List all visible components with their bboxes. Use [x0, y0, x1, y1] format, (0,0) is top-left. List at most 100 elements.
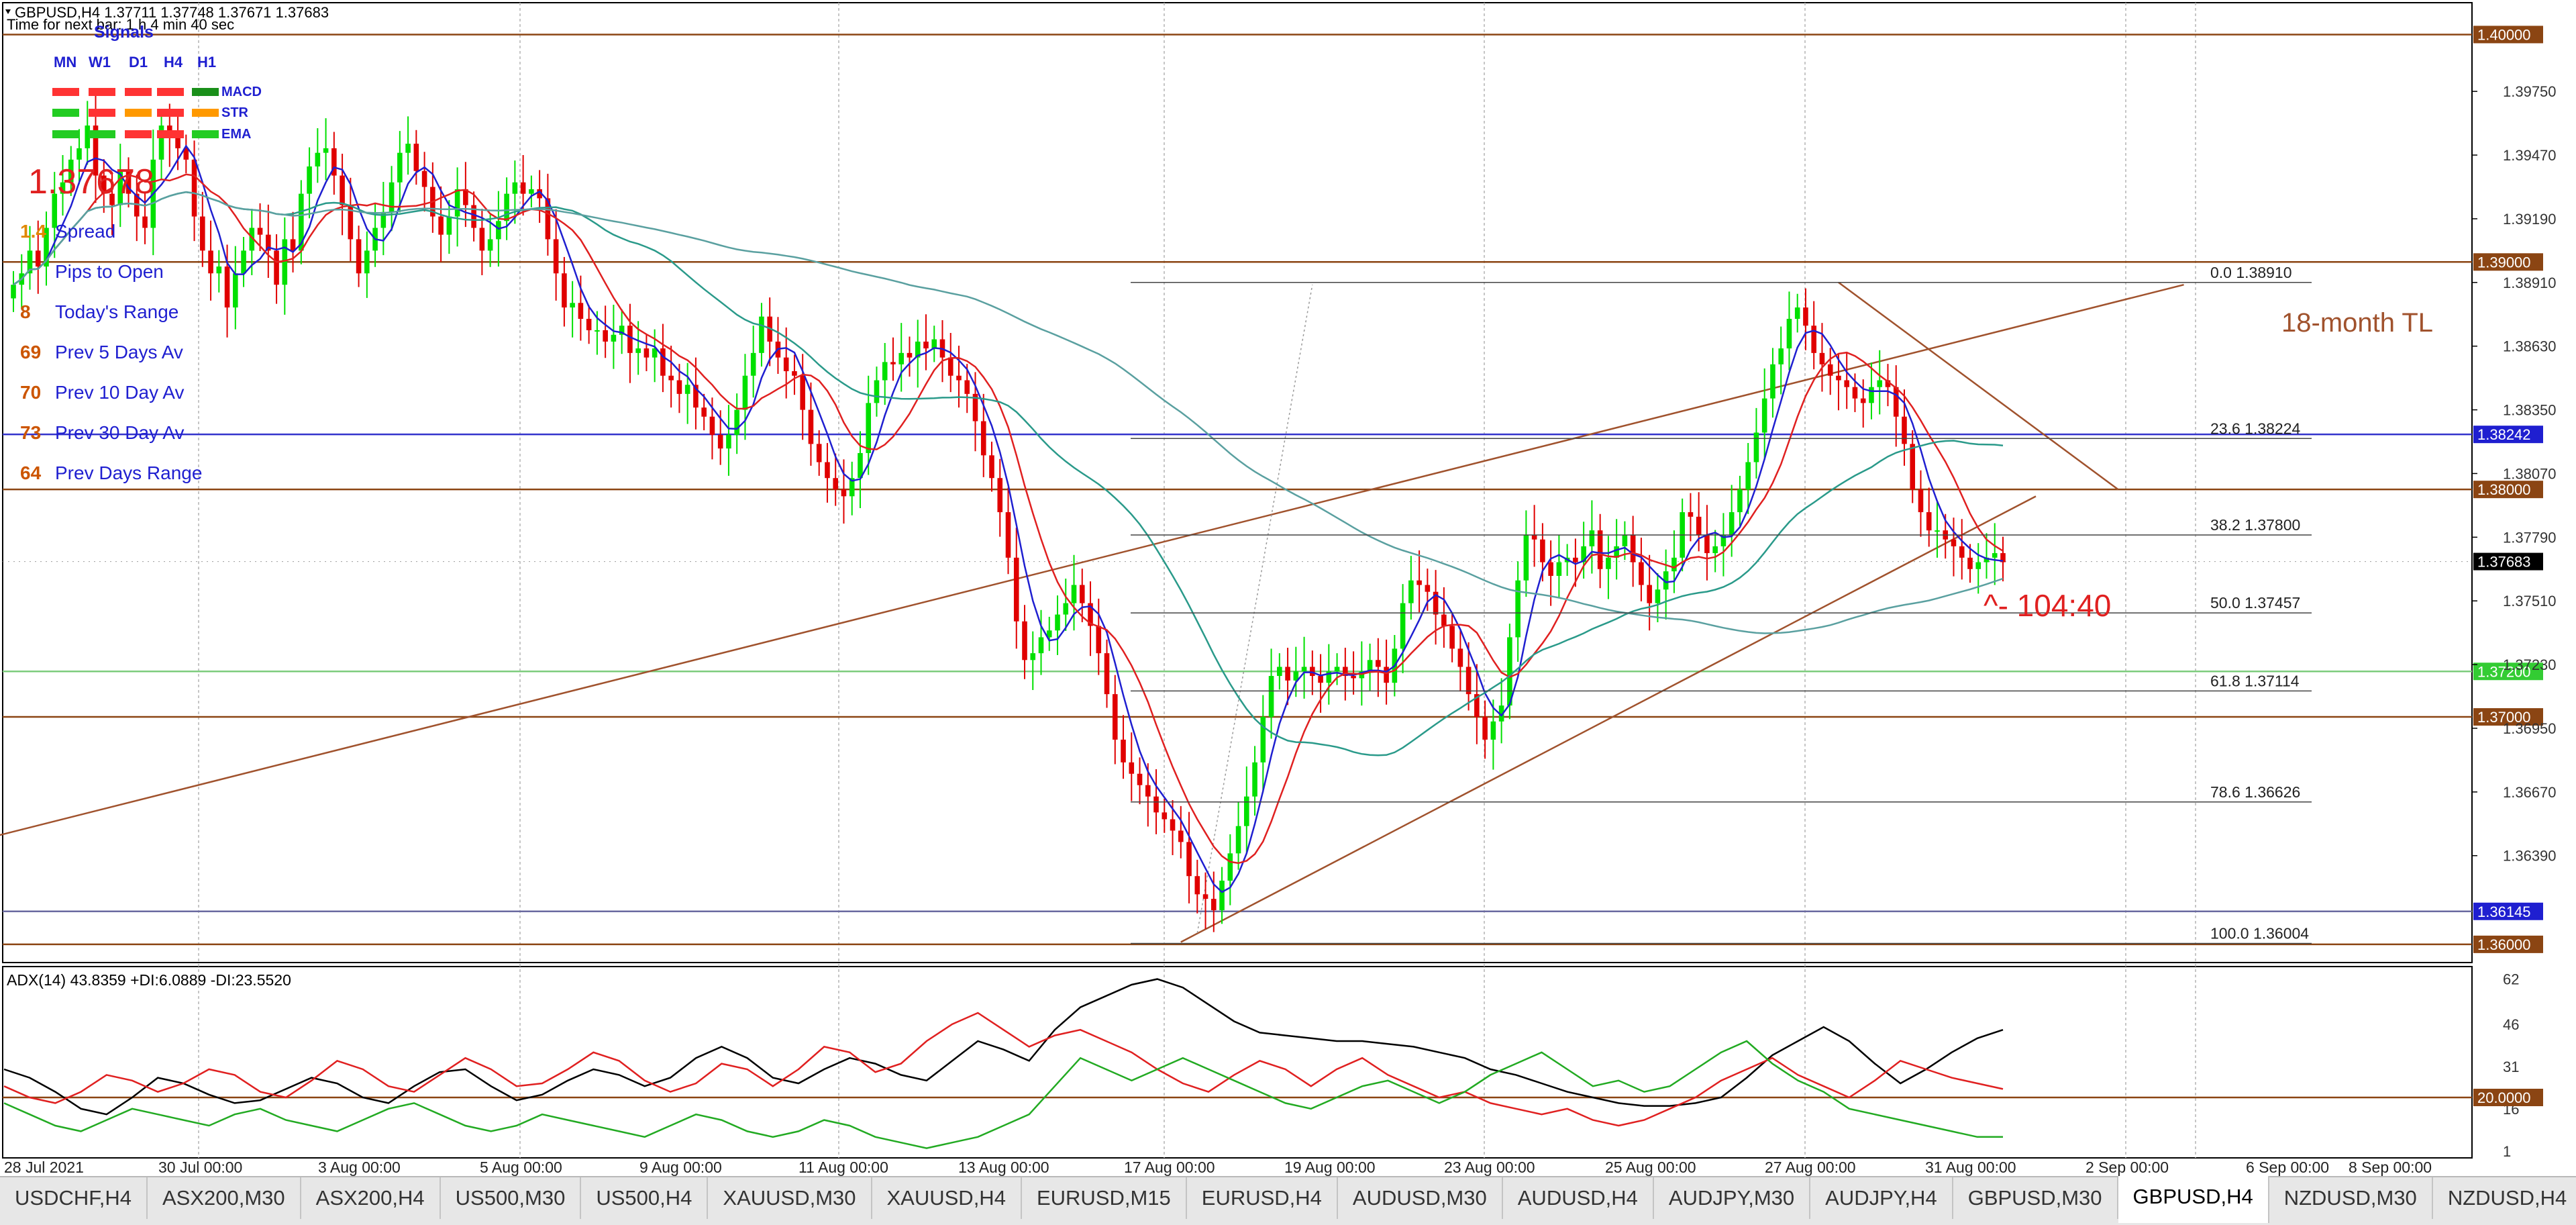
candle-body [2000, 553, 2006, 562]
candle-body [693, 385, 699, 408]
info-label: Spread [55, 221, 115, 242]
fib-level-label: 23.6 1.38224 [2210, 420, 2301, 437]
moving-average-line [13, 173, 2004, 865]
tab-audusd-h4[interactable]: AUDUSD,H4 [1503, 1177, 1654, 1219]
candle-body [627, 326, 633, 353]
candle-body [142, 216, 148, 228]
level-price-tag [2473, 426, 2543, 444]
y-tick-label: 1.39470 [2503, 147, 2557, 164]
candle-body [323, 148, 329, 153]
signal-cell [157, 88, 184, 96]
candle-body [1696, 516, 1702, 535]
candle-body [989, 455, 994, 479]
candle-body [1235, 826, 1241, 854]
candle-body [578, 303, 584, 320]
signal-cell [52, 88, 79, 96]
candle-body [947, 357, 954, 376]
x-tick-label: 13 Aug 00:00 [958, 1159, 1049, 1176]
trendline-dotted[interactable] [1196, 285, 1313, 934]
candles-layer [11, 95, 2006, 932]
candle-body [907, 352, 913, 358]
x-tick-label: 6 Sep 00:00 [2246, 1159, 2329, 1176]
fib-level-label: 0.0 1.38910 [2210, 264, 2292, 281]
tab-eurusd-h4[interactable]: EURUSD,H4 [1187, 1177, 1338, 1219]
candle-body [1063, 603, 1069, 615]
x-tick-label: 27 Aug 00:00 [1765, 1159, 1856, 1176]
candle-body [595, 330, 600, 332]
tf-h4: H4 [164, 54, 183, 70]
tab-gbpusd-m30[interactable]: GBPUSD,M30 [1953, 1177, 2118, 1219]
candle-body [512, 182, 518, 194]
price-axis: 1.39750 1.39470 1.39190 1.38910 1.38630 1.383… [2472, 83, 2557, 865]
candle-body [1260, 717, 1266, 763]
chart-area[interactable]: 1.40000 1.39000 1.38242 1.38000 1.37200 1.370… [0, 0, 2576, 1176]
candle-body [1910, 444, 1916, 490]
candle-body [249, 228, 255, 251]
info-label: Prev 10 Day Av [55, 382, 184, 403]
tab-eurusd-m15[interactable]: EURUSD,M15 [1022, 1177, 1187, 1219]
candle-body [1013, 557, 1019, 622]
candle-body [1959, 546, 1965, 558]
candle-body [562, 273, 567, 308]
adx-y-tick-label: 62 [2503, 971, 2519, 988]
signal-cell [52, 109, 79, 117]
candle-body [1384, 667, 1389, 683]
info-label: Prev 5 Days Av [55, 342, 183, 362]
candle-body [1038, 637, 1044, 654]
signal-cell [192, 88, 219, 96]
signal-cell [157, 130, 184, 138]
candle-body [866, 403, 872, 453]
trendline-rising-support[interactable] [1180, 495, 2037, 943]
candle-body [1202, 894, 1208, 899]
candle-body [274, 250, 279, 285]
candle-body [1688, 512, 1694, 517]
level-price-label: 1.36000 [2477, 936, 2531, 953]
candle-body [1096, 626, 1102, 654]
adx-level-label: 20.0000 [2477, 1089, 2531, 1106]
candle-body [1581, 546, 1586, 562]
candle-body [841, 489, 847, 497]
candle-body [709, 416, 715, 435]
candle-body [1902, 416, 1907, 444]
candle-body [1507, 637, 1512, 706]
tab-audusd-m30[interactable]: AUDUSD,M30 [1338, 1177, 1503, 1219]
info-label: Pips to Open [55, 261, 164, 282]
candle-body [742, 375, 748, 410]
candle-body [759, 316, 764, 353]
current-price-readout: 1.37678 [28, 162, 154, 201]
tab-usdchf-h4[interactable]: USDCHF,H4 [0, 1177, 148, 1219]
candle-body [1474, 694, 1480, 718]
candle-body [1663, 571, 1669, 590]
trendline-18-month[interactable] [0, 283, 2184, 842]
candle-body [1490, 721, 1496, 740]
candle-body [1137, 773, 1143, 785]
info-value: 70 [20, 382, 41, 403]
candle-body [1465, 667, 1472, 695]
candle-body [1597, 530, 1603, 569]
candle-body [1852, 387, 1858, 399]
candle-body [340, 175, 345, 205]
tab-audjpy-m30[interactable]: AUDJPY,M30 [1654, 1177, 1811, 1219]
tab-us500-m30[interactable]: US500,M30 [441, 1177, 582, 1219]
trendline-falling-resistance[interactable] [1838, 281, 2119, 491]
info-label: Today's Range [55, 301, 178, 322]
tab-asx200-m30[interactable]: ASX200,M30 [148, 1177, 301, 1219]
candle-body [603, 330, 608, 342]
collapse-arrow-icon[interactable] [5, 9, 11, 14]
candle-body [1877, 380, 1883, 387]
candle-body [27, 250, 33, 274]
candle-body [1416, 580, 1422, 585]
candle-body [1227, 853, 1233, 881]
tab-xauusd-m30[interactable]: XAUUSD,M30 [708, 1177, 872, 1219]
tab-us500-h4[interactable]: US500,H4 [581, 1177, 709, 1219]
tab-asx200-h4[interactable]: ASX200,H4 [301, 1177, 441, 1219]
tab-nzdusd-m30[interactable]: NZDUSD,M30 [2269, 1177, 2433, 1219]
candle-body [1622, 534, 1628, 546]
tab-nzdusd-h4[interactable]: NZDUSD,H4 [2433, 1177, 2576, 1219]
candle-body [1811, 326, 1817, 353]
candle-body [1983, 557, 1990, 562]
tab-audjpy-h4[interactable]: AUDJPY,H4 [1810, 1177, 1953, 1219]
level-price-label: 1.39000 [2477, 254, 2531, 271]
tab-gbpusd-h4[interactable]: GBPUSD,H4 [2118, 1176, 2269, 1223]
tab-xauusd-h4[interactable]: XAUUSD,H4 [872, 1177, 1022, 1219]
